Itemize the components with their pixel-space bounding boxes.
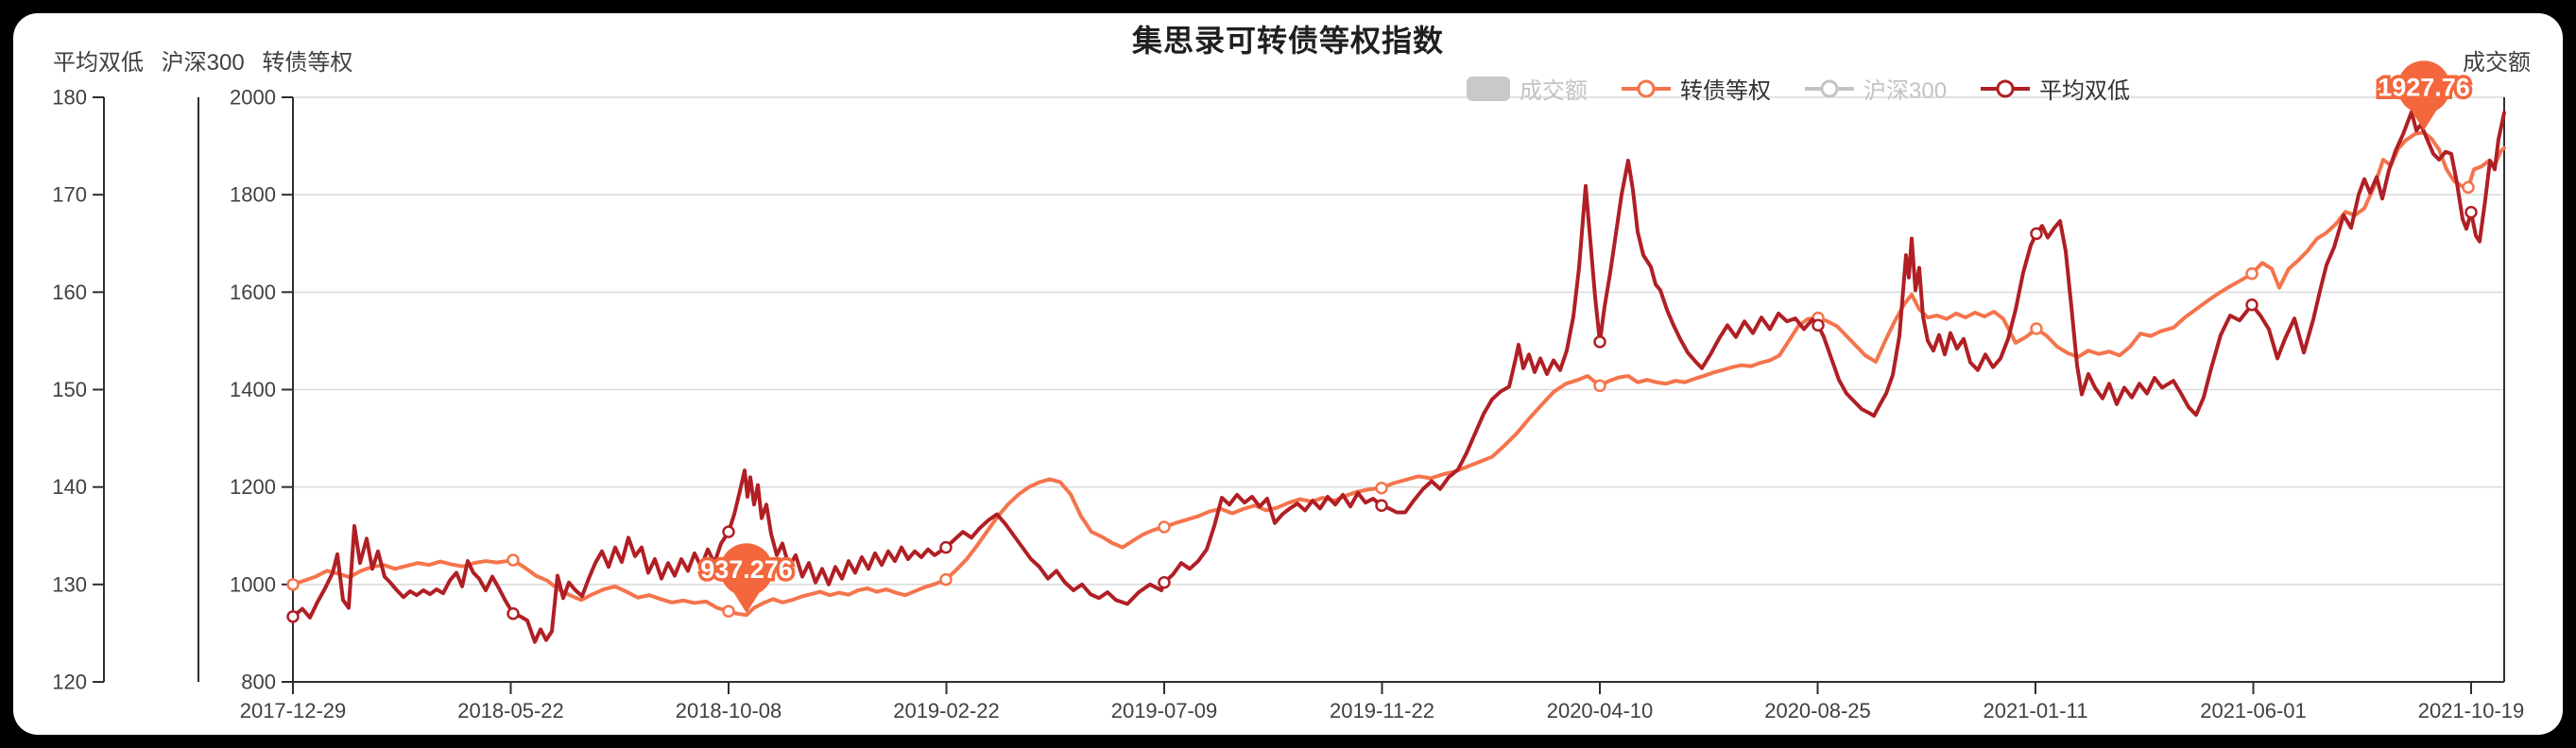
y-tick-label: 1800 [230,183,276,207]
axes [93,96,2505,694]
y-tick-label: 120 [52,671,87,694]
x-tick-label: 2017-12-29 [240,699,347,722]
axis-name-hs300: 沪深300 [161,50,245,76]
right-axis-name: 成交额 [2463,50,2531,76]
x-tick-label: 2021-06-01 [2200,699,2307,722]
line-marker-icon [1805,79,1854,97]
y-tick-label: 170 [52,183,87,207]
x-tick-label: 2019-02-22 [893,699,1000,722]
legend-label-avg-double-low: 平均双低 [2039,78,2131,104]
axis-name-avg-double-low: 平均双低 [53,50,144,76]
line-marker-icon [1981,79,2031,97]
y-tick-label: 160 [52,280,87,304]
legend-item-volume[interactable]: 成交额 [1467,72,1588,105]
legend-label-volume: 成交额 [1520,78,1588,104]
line-marker-icon [1622,79,1671,97]
x-tick-label: 2020-08-25 [1764,699,1871,722]
bar-swatch-icon [1467,76,1510,101]
y-tick-label: 2000 [230,86,276,110]
x-tick-label: 2019-07-09 [1111,699,1218,722]
axis-name-cb-equal-weight: 转债等权 [262,50,353,76]
x-tick-label: 2020-04-10 [1547,699,1654,722]
legend-item-cb-equal-weight[interactable]: 转债等权 [1622,72,1771,105]
legend-item-avg-double-low[interactable]: 平均双低 [1981,72,2130,105]
chart-title: 集思录可转债等权指数 [1131,24,1444,58]
y-tick-label: 1200 [230,475,276,499]
y-tick-label: 140 [52,475,87,499]
left-axis-names: 平均双低 沪深300 转债等权 [53,43,364,76]
y-tick-label: 1000 [230,572,276,596]
axis-labels: 120 130 140 150 160 170 180 800 1000 1200 1400 1600… [52,86,2524,723]
mark-point-label: 1927.76 [2378,73,2470,101]
mark-point-937.276: 937.276 [697,543,796,614]
chart-card [13,13,2563,735]
x-tick-label: 2021-01-11 [1984,699,2088,722]
legend-item-hs300[interactable]: 沪深300 [1805,72,1947,105]
legend-label-hs300: 沪深300 [1863,78,1948,104]
y-tick-label: 130 [52,572,87,596]
series-line-转债等权 [291,130,2506,618]
x-tick-label: 2018-05-22 [457,699,564,722]
y-tick-label: 180 [52,86,87,110]
mark-point-label: 937.276 [700,555,793,584]
series-symbols-平均双低 [286,205,2478,623]
series-line-平均双低 [291,110,2506,644]
x-tick-label: 2021-10-19 [2418,699,2525,722]
y-tick-label: 800 [241,671,276,694]
gridlines [293,96,2504,586]
x-tick-label: 2019-11-22 [1330,699,1434,722]
y-tick-label: 150 [52,378,87,401]
legend-label-cb-equal-weight: 转债等权 [1680,78,1771,104]
x-tick-label: 2018-10-08 [676,699,782,722]
legend: 成交额 转债等权 沪深300 平均双低 [1467,72,2130,105]
y-tick-label: 1400 [230,378,276,401]
y-tick-label: 1600 [230,280,276,304]
mark-point-1927.76: 1927.76 [2375,60,2473,131]
